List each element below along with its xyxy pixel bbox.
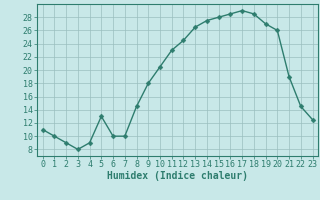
X-axis label: Humidex (Indice chaleur): Humidex (Indice chaleur) (107, 171, 248, 181)
